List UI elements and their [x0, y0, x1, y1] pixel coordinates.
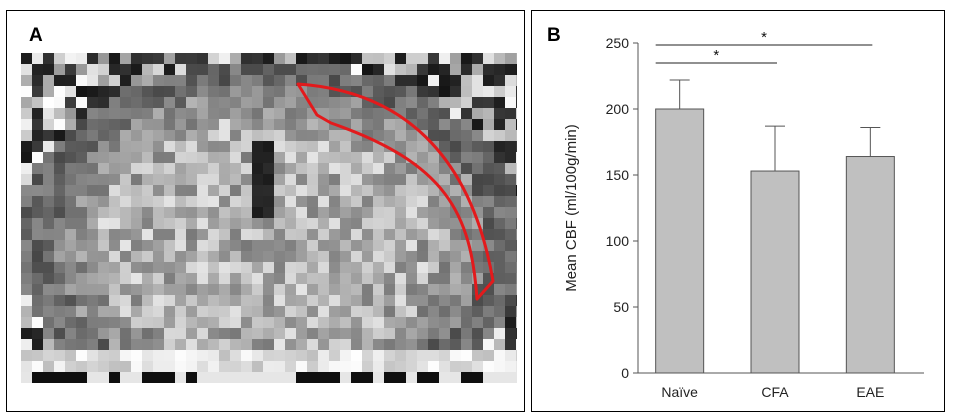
- significance-marker: *: [713, 47, 719, 64]
- y-tick-label: 250: [606, 35, 630, 51]
- panel-b-label: B: [547, 25, 561, 46]
- mri-brain-image: [21, 53, 517, 383]
- roi-outline: [296, 82, 495, 301]
- x-tick-label: CFA: [761, 384, 789, 400]
- x-tick-label: EAE: [856, 384, 884, 400]
- panel-a-mri: A: [6, 10, 525, 412]
- y-tick-label: 100: [606, 233, 630, 249]
- y-tick-label: 150: [606, 167, 630, 183]
- y-tick-label: 200: [606, 101, 630, 117]
- panel-a-label: A: [29, 25, 43, 46]
- significance-marker: *: [761, 29, 767, 46]
- panel-b-chart: B 0 50 100 150 200 250 Mean CBF (ml/100g/min) N…: [531, 10, 945, 412]
- mri-pixel-map: [21, 53, 517, 383]
- y-axis-title: Mean CBF (ml/100g/min): [563, 124, 580, 292]
- bar: [845, 156, 895, 374]
- bar-chart: 0 50 100 150 200 250 Mean CBF (ml/100g/min) Naï…: [563, 29, 924, 400]
- bar: [655, 108, 705, 374]
- bar: [750, 170, 800, 374]
- x-tick-label: Naïve: [661, 384, 698, 400]
- y-tick-label: 0: [621, 365, 629, 381]
- y-tick-label: 50: [613, 299, 629, 315]
